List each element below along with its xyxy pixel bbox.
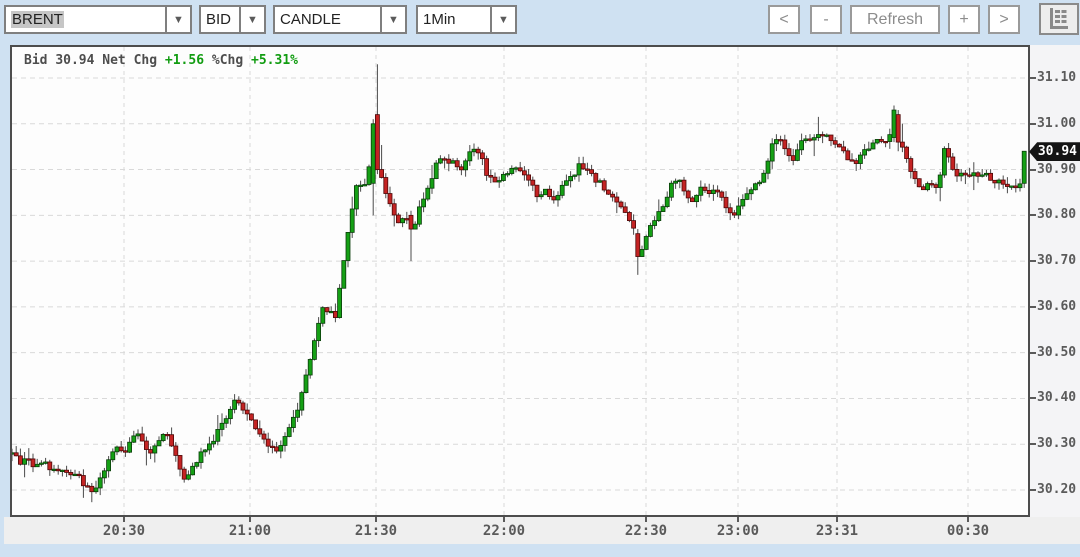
y-axis-label: 31.10 <box>1037 70 1077 85</box>
interval-dropdown[interactable]: 1Min ▼ <box>416 5 517 34</box>
bid-label: Bid <box>24 53 48 68</box>
y-axis-tick <box>1030 443 1036 446</box>
y-axis-tick <box>1030 214 1036 217</box>
y-axis-label: 30.80 <box>1037 207 1077 223</box>
chevron-down-icon[interactable]: ▼ <box>490 7 515 32</box>
x-axis-tick <box>967 517 969 522</box>
y-axis-tick <box>1030 351 1036 354</box>
x-axis-label: 23:31 <box>815 523 859 539</box>
x-axis-label: 20:30 <box>102 523 146 539</box>
quote-line: Bid 30.94 Net Chg +1.56 %Chg +5.31% <box>24 53 298 68</box>
x-axis-label: 22:30 <box>624 523 668 539</box>
y-axis-tick <box>1030 260 1036 263</box>
y-axis-label: 30.20 <box>1037 482 1077 498</box>
y-axis-label: 30.90 <box>1037 161 1077 177</box>
x-axis: 20:30 21:00 21:30 22:00 22:30 23:00 23:31 00:30 <box>4 517 1080 544</box>
x-axis-tick <box>503 517 505 522</box>
y-axis-label: 30.70 <box>1037 253 1077 269</box>
y-axis-tick <box>1030 77 1036 79</box>
x-axis-label: 21:00 <box>228 523 272 539</box>
bid-value: 30.94 <box>55 53 95 68</box>
refresh-button[interactable]: Refresh <box>850 5 940 34</box>
symbol-dropdown-value: BRENT <box>11 11 64 28</box>
chevron-down-icon[interactable]: ▼ <box>380 7 405 32</box>
net-chg-value: +1.56 <box>164 53 205 68</box>
zoom-in-button[interactable]: + <box>948 5 980 34</box>
x-axis-tick <box>375 517 377 522</box>
y-axis: 31.10 31.00 30.90 30.80 30.70 30.60 30.50 30.40… <box>1030 45 1080 517</box>
x-axis-tick <box>737 517 739 522</box>
y-axis-tick <box>1030 489 1036 492</box>
y-axis-label: 30.60 <box>1037 298 1077 314</box>
pct-chg-value: +5.31% <box>251 53 298 68</box>
chart-type-dropdown-value: CANDLE <box>280 11 341 28</box>
chart-type-dropdown[interactable]: CANDLE ▼ <box>273 5 407 34</box>
x-axis-tick <box>836 517 838 522</box>
y-axis-label: 30.30 <box>1037 436 1077 452</box>
interval-dropdown-value: 1Min <box>423 11 456 28</box>
price-type-dropdown-value: BID <box>206 11 232 28</box>
pct-chg-label: %Chg <box>211 53 244 68</box>
x-axis-tick <box>249 517 251 522</box>
table-chart-icon <box>1050 8 1068 29</box>
pan-left-button[interactable]: < <box>768 5 800 34</box>
last-price-badge: 30.94 <box>1029 142 1080 162</box>
x-axis-label: 23:00 <box>716 523 760 539</box>
x-axis-label: 00:30 <box>946 523 990 539</box>
x-axis-label: 22:00 <box>482 523 526 539</box>
chart-panel[interactable]: Bid 30.94 Net Chg +1.56 %Chg +5.31% <box>10 45 1030 517</box>
x-axis-tick <box>123 517 125 522</box>
net-chg-label: Net Chg <box>102 53 158 68</box>
zoom-out-button[interactable]: - <box>810 5 842 34</box>
y-axis-label: 31.00 <box>1037 115 1077 131</box>
price-type-dropdown[interactable]: BID ▼ <box>199 5 266 34</box>
toolbar: BRENT ▼ BID ▼ CANDLE ▼ 1Min ▼ < - Refres… <box>0 0 1080 40</box>
chevron-down-icon[interactable]: ▼ <box>165 7 190 32</box>
y-axis-tick <box>1030 122 1036 125</box>
x-axis-label: 21:30 <box>354 523 398 539</box>
symbol-dropdown[interactable]: BRENT ▼ <box>4 5 192 34</box>
candlestick-chart[interactable] <box>12 47 1028 515</box>
y-axis-tick <box>1030 397 1036 400</box>
data-table-button[interactable] <box>1039 3 1079 35</box>
y-axis-tick <box>1030 168 1036 171</box>
y-axis-label: 30.40 <box>1037 390 1077 406</box>
x-axis-tick <box>645 517 647 522</box>
chevron-down-icon[interactable]: ▼ <box>239 7 264 32</box>
y-axis-label: 30.50 <box>1037 344 1077 360</box>
y-axis-tick <box>1030 305 1036 308</box>
pan-right-button[interactable]: > <box>988 5 1020 34</box>
